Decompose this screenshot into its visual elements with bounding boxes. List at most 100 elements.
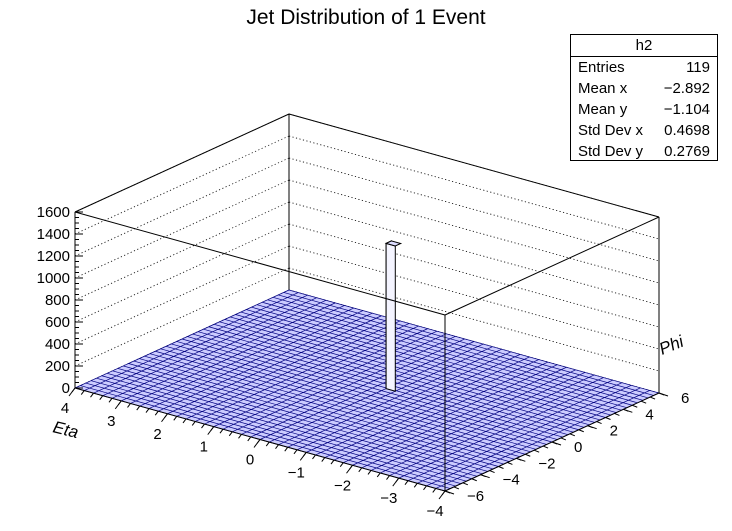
x-minor-tick — [367, 470, 372, 475]
floor-line — [251, 306, 622, 411]
floor-line — [176, 341, 547, 445]
y-minor-tick — [623, 408, 629, 412]
y-minor-tick — [632, 404, 638, 408]
floor-line — [278, 294, 649, 399]
top-back-edge — [288, 113, 660, 218]
x-tick-label: −1 — [288, 464, 305, 481]
x-minor-tick — [265, 441, 270, 447]
stats-value: −1.104 — [663, 101, 710, 118]
stats-key: Entries — [578, 59, 625, 76]
floor-line — [133, 360, 504, 465]
bar-front-face — [385, 242, 396, 392]
y-minor-tick — [533, 449, 540, 453]
stats-box-name: h2 — [571, 35, 717, 57]
stats-key: Mean x — [578, 80, 628, 97]
bar-top-face — [384, 240, 403, 247]
y-minor-tick — [578, 429, 584, 433]
chart-title: Jet Distribution of 1 Event — [246, 6, 486, 29]
x-tick-label: 4 — [61, 400, 69, 417]
box-frame-back — [74, 113, 660, 393]
x-minor-tick — [201, 423, 205, 429]
floor-line — [192, 333, 563, 438]
stats-key: Std Dev y — [578, 143, 644, 160]
y-minor-tick — [542, 445, 549, 449]
x-ticks: 4 3 2 1 0 −1 −2 −3 −4 — [61, 387, 446, 520]
x-minor-tick — [238, 434, 242, 439]
y-minor-tick — [658, 392, 665, 396]
stats-key: Std Dev x — [578, 122, 644, 139]
y-minor-tick — [498, 466, 504, 469]
x-minor-tick — [386, 475, 390, 480]
x-minor-tick — [275, 444, 279, 449]
x-minor-tick — [99, 395, 104, 401]
floor-line — [139, 358, 510, 462]
x-minor-tick — [219, 428, 224, 434]
x-minor-tick — [108, 397, 113, 403]
x-minor-tick — [117, 400, 122, 406]
y-minor-tick — [471, 478, 477, 482]
stats-row-stddev-x: Std Dev x 0.4698 — [571, 120, 717, 141]
x-minor-tick — [376, 472, 381, 478]
z-tick-label: 200 — [45, 358, 70, 375]
floor-line — [123, 365, 494, 470]
floor-line — [80, 385, 451, 489]
x-minor-tick — [90, 392, 94, 398]
stats-row-mean-x: Mean x −2.892 — [571, 78, 717, 99]
floor-line — [107, 372, 478, 477]
x-tick-label: 1 — [200, 439, 208, 456]
y-minor-tick — [605, 417, 611, 420]
floor-line — [90, 380, 462, 484]
floor-line — [262, 301, 633, 406]
floor-line — [144, 355, 515, 460]
x-tick-label: −2 — [334, 477, 351, 494]
y-minor-tick — [489, 470, 495, 474]
z-tick-label: 1600 — [37, 204, 70, 221]
z-ticks: 0 200 400 600 800 1000 1200 1400 1600 — [37, 204, 83, 397]
floor-line — [214, 323, 585, 428]
y-minor-tick — [649, 396, 656, 400]
x-tick-label: −3 — [380, 490, 397, 507]
x-minor-tick — [173, 416, 178, 421]
y-minor-tick — [525, 453, 531, 457]
y-minor-tick — [587, 425, 593, 429]
x-tick-label: −4 — [426, 503, 443, 520]
y-tick-label: 0 — [574, 439, 582, 456]
x-minor-tick — [154, 410, 159, 416]
z-tick-label: 0 — [62, 380, 70, 397]
stats-value: 0.2769 — [664, 143, 710, 160]
stats-box: h2 Entries 119 Mean x −2.892 Mean y −1.1… — [570, 34, 718, 161]
y-minor-tick — [480, 474, 486, 478]
x-minor-tick — [145, 408, 150, 413]
z-tick-label: 1200 — [37, 248, 70, 265]
x-minor-tick — [136, 405, 141, 411]
floor-line — [96, 377, 467, 482]
floor-line — [235, 314, 606, 418]
y-tick-label: −2 — [538, 455, 555, 472]
floor-line — [219, 321, 590, 426]
floor-line — [149, 353, 520, 458]
floor-line — [181, 338, 553, 443]
x-minor-tick — [247, 436, 252, 442]
x-minor-tick — [71, 387, 76, 393]
floor-line — [101, 375, 472, 480]
z-tick-label: 1400 — [37, 226, 70, 243]
y-tick-label: 2 — [610, 423, 618, 440]
x-axis-title: Eta — [51, 417, 80, 442]
y-axis-title: Phi — [656, 331, 687, 358]
x-minor-tick — [404, 480, 409, 486]
floor-line — [112, 370, 483, 475]
y-minor-tick — [462, 482, 469, 486]
x-minor-tick — [302, 452, 307, 457]
x-minor-tick — [293, 449, 298, 455]
stats-row-stddev-y: Std Dev y 0.2769 — [571, 141, 717, 162]
top-front-edge — [74, 211, 446, 316]
x-minor-tick — [321, 457, 326, 462]
x-minor-tick — [80, 390, 85, 395]
x-minor-tick — [284, 446, 289, 452]
x-minor-tick — [256, 439, 261, 444]
floor-line — [160, 348, 531, 453]
y-ticks: −6 −4 −2 0 2 4 6 — [444, 390, 689, 505]
floor-line — [283, 292, 654, 396]
x-tick-label: 0 — [246, 452, 254, 469]
